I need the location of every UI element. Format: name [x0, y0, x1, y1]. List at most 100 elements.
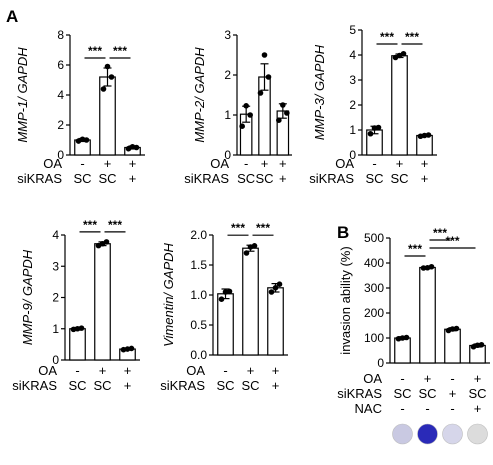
condition-value: + — [104, 156, 112, 171]
bar — [444, 328, 461, 364]
significance-stars: *** — [108, 218, 122, 232]
bar — [394, 337, 411, 364]
condition-value: - — [244, 156, 248, 171]
data-point — [247, 244, 254, 250]
data-point — [421, 132, 428, 139]
y-tick-label: 2 — [52, 291, 59, 305]
condition-label: siKRAS — [17, 171, 62, 186]
condition-value: - — [450, 371, 454, 386]
condition-value: SC — [255, 171, 273, 186]
condition-value: SC — [241, 378, 259, 393]
condition-value: + — [124, 378, 132, 393]
bar — [217, 293, 234, 356]
invasion-well — [467, 423, 488, 445]
y-axis-label: Vimentin/ GAPDH — [161, 242, 176, 346]
condition-value: SC — [365, 171, 383, 186]
y-tick-label: 2.0 — [190, 228, 207, 242]
condition-value: - — [400, 401, 404, 416]
data-point — [284, 110, 290, 116]
significance-stars: *** — [113, 44, 127, 58]
condition-value: + — [261, 156, 269, 171]
significance-stars: *** — [231, 221, 245, 235]
y-tick-label: 300 — [364, 281, 384, 295]
condition-label: OA — [43, 156, 62, 171]
condition-value: SC — [468, 386, 486, 401]
condition-label: NAC — [355, 401, 382, 416]
condition-value: SC — [418, 386, 436, 401]
condition-value: + — [424, 371, 432, 386]
condition-value: + — [279, 156, 287, 171]
data-point — [247, 112, 253, 118]
significance-stars: *** — [380, 30, 394, 44]
data-point — [257, 90, 264, 96]
condition-value: + — [396, 156, 404, 171]
y-tick-label: 0 — [377, 356, 384, 370]
y-tick-label: 1.0 — [190, 288, 207, 302]
significance-stars: *** — [445, 234, 459, 248]
condition-value: + — [449, 386, 457, 401]
condition-value: + — [279, 171, 287, 186]
condition-label: OA — [186, 363, 205, 378]
y-axis-label: MMP-1/ GAPDH — [15, 47, 30, 143]
condition-value: SC — [73, 171, 91, 186]
condition-value: SC — [393, 386, 411, 401]
chart-vimentin: 0.0 0.5 1.0 1.5 2.0 Vimentin/ GAPDH *** *** OA - +… — [160, 221, 288, 393]
bar — [242, 247, 259, 356]
y-tick-label: 4 — [349, 48, 356, 62]
y-axis-label: invasion ability (%) — [338, 246, 353, 354]
condition-value: + — [474, 401, 482, 416]
condition-value: - — [372, 156, 376, 171]
bar — [391, 55, 408, 156]
data-point — [222, 289, 229, 295]
condition-label: siKRAS — [184, 171, 229, 186]
condition-value: + — [99, 363, 107, 378]
data-point — [276, 281, 283, 288]
invasion-well — [417, 423, 438, 445]
condition-value: - — [400, 371, 404, 386]
bar — [419, 266, 436, 364]
y-tick-label: 3 — [224, 28, 231, 42]
y-tick-label: 0 — [224, 148, 231, 162]
y-tick-label: 3 — [349, 73, 356, 87]
y-tick-label: 0 — [349, 148, 356, 162]
data-point — [261, 52, 268, 58]
data-point — [124, 346, 131, 352]
data-point — [243, 250, 250, 256]
condition-value: + — [247, 363, 255, 378]
condition-value: + — [421, 171, 429, 186]
data-point — [79, 136, 86, 143]
data-point — [239, 123, 245, 129]
y-tick-label: 1 — [224, 108, 231, 122]
data-point — [265, 74, 272, 80]
y-tick-label: 2 — [57, 118, 64, 132]
y-tick-label: 100 — [364, 331, 384, 345]
significance-stars: *** — [408, 242, 422, 256]
condition-label: siKRAS — [309, 171, 354, 186]
panel-label-a: A — [6, 7, 18, 26]
condition-label: siKRAS — [12, 378, 57, 393]
condition-label: siKRAS — [160, 378, 205, 393]
significance-stars: *** — [256, 221, 270, 235]
y-tick-label: 4 — [57, 88, 64, 102]
condition-value: + — [474, 371, 482, 386]
data-point — [449, 326, 456, 332]
data-point — [424, 264, 431, 271]
condition-value: SC — [93, 378, 111, 393]
data-point — [280, 102, 286, 108]
data-point — [243, 103, 249, 109]
data-point — [108, 74, 115, 80]
condition-value: + — [272, 363, 280, 378]
significance-stars: *** — [433, 226, 447, 240]
condition-value: SC — [390, 171, 408, 186]
y-tick-label: 4 — [52, 228, 59, 242]
bar — [267, 287, 284, 356]
condition-value: - — [425, 401, 429, 416]
data-point — [104, 63, 111, 70]
condition-value: SC — [98, 171, 116, 186]
y-axis-label: MMP-9/ GAPDH — [20, 249, 35, 345]
condition-label: OA — [38, 363, 57, 378]
condition-value: SC — [237, 171, 255, 186]
